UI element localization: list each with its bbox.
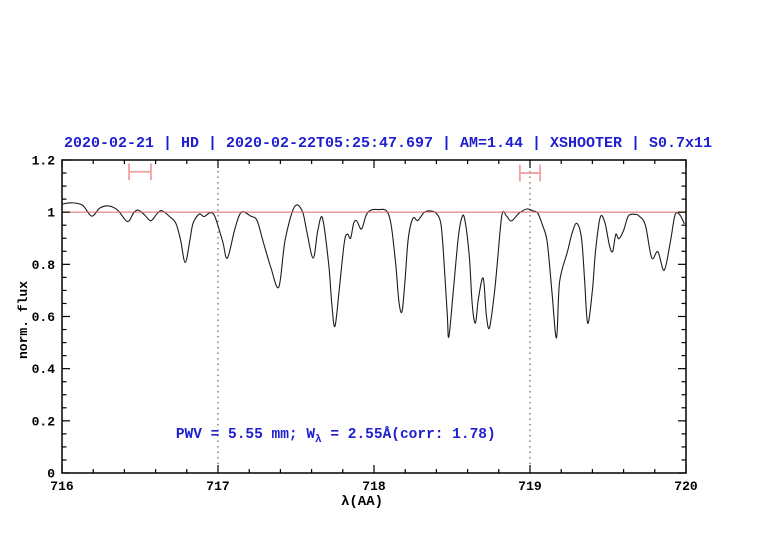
y-tick-label: 0.8 (32, 258, 56, 273)
y-tick-label: 0.2 (32, 414, 56, 429)
pwv-annotation-text: PWV = 5.55 mm; W (175, 427, 316, 443)
plot-title: 2020-02-21 | HD | 2020-02-22T05:25:47.69… (63, 135, 713, 152)
y-tick-label: 1 (47, 206, 55, 221)
x-tick-label: 718 (362, 479, 386, 494)
pwv-annotation-text-2: = 2.55Å(corr: 1.78) (321, 427, 496, 443)
interval-marker (518, 164, 542, 182)
y-tick-label: 0.6 (32, 310, 56, 325)
pwv-annotation: PWV = 5.55 mm; Wλ = 2.55Å(corr: 1.78) (141, 411, 496, 462)
y-tick-label: 1.2 (32, 154, 56, 169)
interval-marker (128, 163, 152, 181)
x-tick-label: 717 (206, 479, 229, 494)
interval-markers (128, 163, 542, 182)
pwv-annotation-subscript: λ (315, 433, 322, 446)
x-tick-label: 716 (50, 479, 74, 494)
x-tick-label: 720 (674, 479, 698, 494)
y-tick-label: 0 (47, 467, 55, 482)
x-tick-labels: 716 717 718 719 720 (50, 479, 698, 494)
y-tick-label: 0.4 (32, 362, 56, 377)
plot-frame (61, 159, 687, 474)
y-axis-title: norm. flux (16, 281, 31, 360)
y-tick-labels: 0 0.2 0.4 0.6 0.8 1 1.2 (32, 154, 56, 482)
spectrum-line (61, 202, 685, 339)
x-tick-label: 719 (518, 479, 542, 494)
x-axis-title: λ(AA) (340, 494, 383, 510)
